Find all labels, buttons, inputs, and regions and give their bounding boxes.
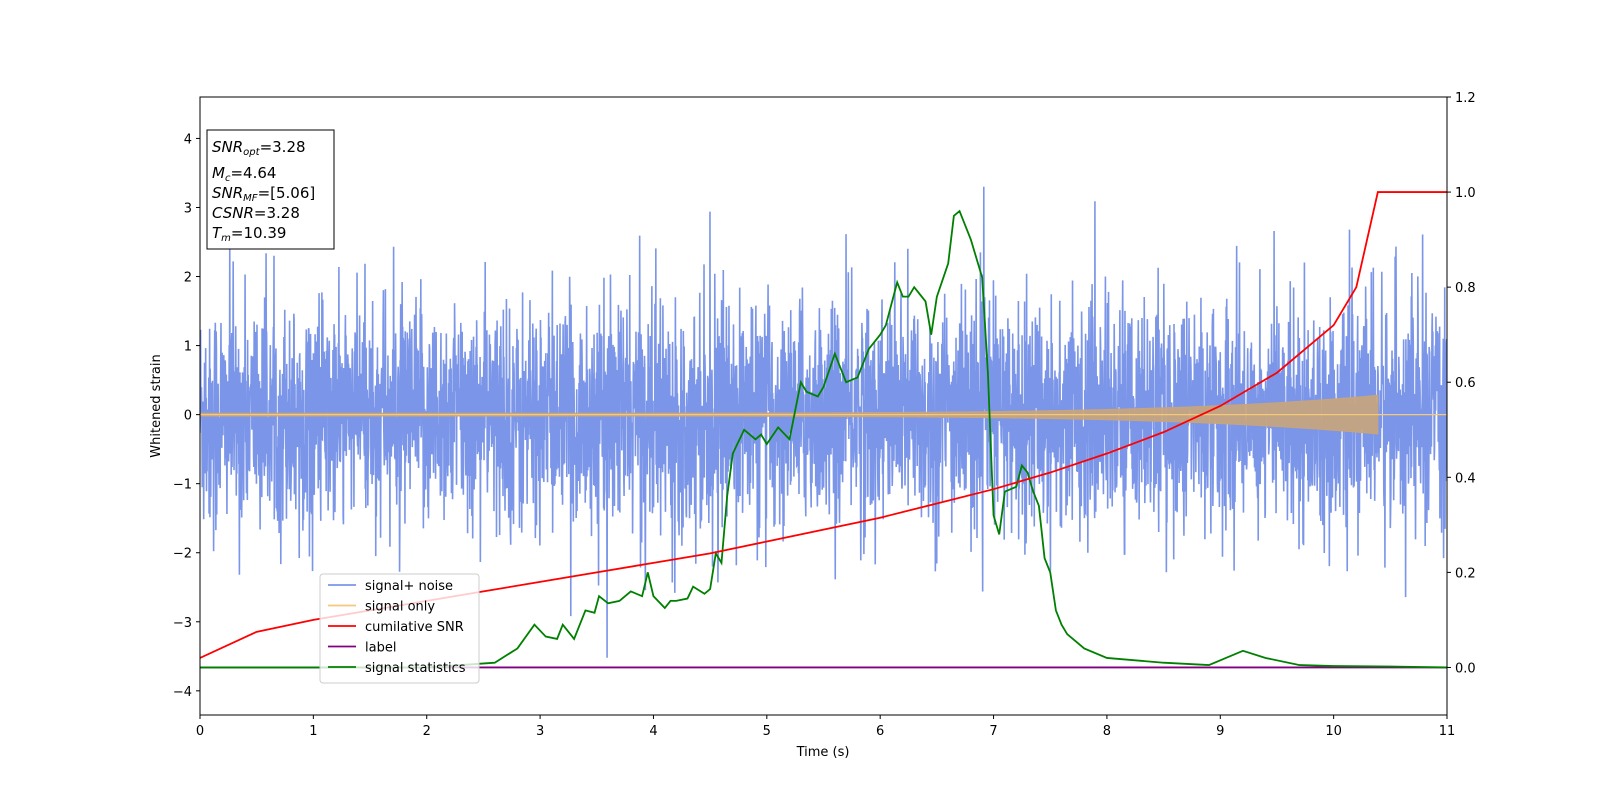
y-left-tick-label-5: 1 bbox=[184, 340, 192, 355]
legend-label-4: signal statistics bbox=[365, 661, 466, 676]
y-right-tick-label-1: 0.2 bbox=[1455, 566, 1476, 581]
y-right-tick-label-6: 1.2 bbox=[1455, 91, 1476, 106]
info-snr-mf: SNRMF=[5.06] bbox=[212, 184, 315, 204]
x-tick-label-7: 7 bbox=[989, 724, 997, 739]
y-right-tick-label-2: 0.4 bbox=[1455, 471, 1476, 486]
x-axis-title: Time (s) bbox=[796, 745, 850, 760]
info-mc: Mc=4.64 bbox=[212, 164, 276, 184]
y-left-tick-label-4: 0 bbox=[184, 409, 192, 424]
info-box: SNRopt=3.28 Mc=4.64 SNRMF=[5.06] CSNR=3.… bbox=[206, 129, 335, 250]
y-right-tick-label-4: 0.8 bbox=[1455, 281, 1476, 296]
series-signal-statistics bbox=[200, 209, 1447, 669]
y-right-tick-label-5: 1.0 bbox=[1455, 186, 1476, 201]
x-tick-label-4: 4 bbox=[649, 724, 657, 739]
legend-frame bbox=[319, 573, 480, 684]
y-left-tick-label-8: 4 bbox=[184, 132, 192, 147]
legend-label-0: signal+ noise bbox=[365, 579, 453, 594]
x-tick-label-3: 3 bbox=[536, 724, 544, 739]
y-left-tick-label-2: −2 bbox=[173, 547, 192, 562]
y-left-tick-label-1: −3 bbox=[173, 616, 192, 631]
info-tm: Tm=10.39 bbox=[212, 224, 286, 244]
y-left-tick-label-0: −4 bbox=[173, 685, 192, 700]
legend-label-1: signal only bbox=[365, 600, 435, 615]
x-tick-label-0: 0 bbox=[196, 724, 204, 739]
x-tick-label-9: 9 bbox=[1216, 724, 1224, 739]
y-left-tick-label-7: 3 bbox=[184, 201, 192, 216]
legend-label-3: label bbox=[365, 641, 396, 656]
x-tick-label-8: 8 bbox=[1103, 724, 1111, 739]
info-box-frame bbox=[206, 129, 335, 250]
legend-label-2: cumilative SNR bbox=[365, 620, 464, 635]
y-left-tick-label-3: −1 bbox=[173, 478, 192, 493]
y-right-tick-label-0: 0.0 bbox=[1455, 661, 1476, 676]
legend: signal+ noise signal only cumilative SNR la… bbox=[319, 573, 480, 684]
plot-frame bbox=[199, 96, 1448, 716]
y-axis-title: Whitened strain bbox=[149, 354, 164, 457]
x-tick-label-5: 5 bbox=[763, 724, 771, 739]
y-right-axis: 0.0 0.2 0.4 0.6 0.8 1.0 1.2 bbox=[1447, 91, 1476, 676]
x-tick-label-11: 11 bbox=[1439, 724, 1456, 739]
x-tick-label-2: 2 bbox=[423, 724, 431, 739]
x-axis: 0 1 2 3 4 5 6 7 8 9 10 11 bbox=[196, 715, 1455, 739]
x-tick-label-6: 6 bbox=[876, 724, 884, 739]
y-right-tick-label-3: 0.6 bbox=[1455, 376, 1476, 391]
info-snr-opt: SNRopt=3.28 bbox=[212, 138, 306, 158]
x-tick-label-1: 1 bbox=[309, 724, 317, 739]
y-left-tick-label-6: 2 bbox=[184, 271, 192, 286]
info-csnr: CSNR=3.28 bbox=[212, 204, 300, 222]
x-tick-label-10: 10 bbox=[1325, 724, 1342, 739]
y-left-axis: −4 −3 −2 −1 0 1 2 3 4 bbox=[173, 132, 200, 700]
